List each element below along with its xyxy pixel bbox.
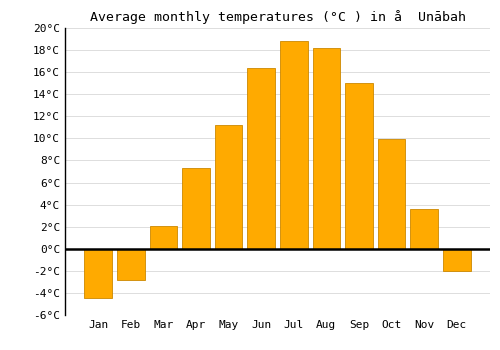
Bar <box>312 48 340 249</box>
Bar <box>117 249 144 280</box>
Bar <box>214 125 242 249</box>
Bar <box>248 68 275 249</box>
Title: Average monthly temperatures (°C ) in å  Unābah: Average monthly temperatures (°C ) in å … <box>90 10 466 24</box>
Bar <box>280 41 307 249</box>
Bar <box>410 209 438 249</box>
Bar <box>182 168 210 249</box>
Bar <box>378 140 406 249</box>
Bar <box>84 249 112 299</box>
Bar <box>345 83 373 249</box>
Bar <box>443 249 470 271</box>
Bar <box>150 226 177 249</box>
